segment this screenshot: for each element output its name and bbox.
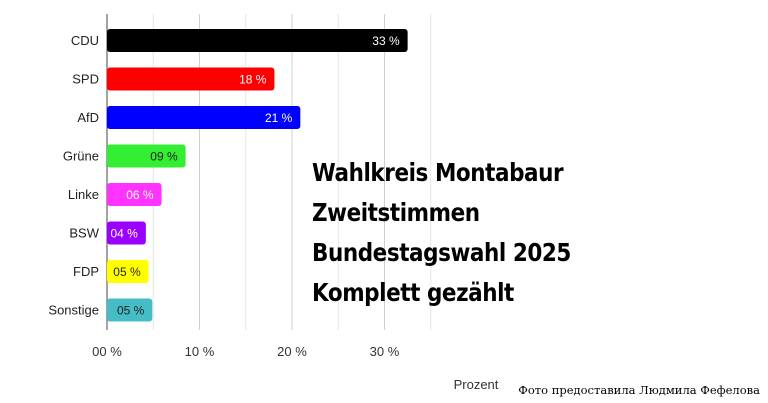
category-label: SPD: [72, 72, 99, 87]
overlay-line-2: Zweitstimmen: [312, 198, 480, 227]
x-tick-label: 10 %: [185, 344, 215, 359]
x-tick-label: 00 %: [92, 344, 122, 359]
data-label: 05 %: [113, 265, 141, 279]
category-label: Linke: [68, 187, 99, 202]
x-axis-title: Prozent: [454, 377, 499, 392]
bar-grüne: [107, 144, 186, 168]
category-label: CDU: [71, 33, 99, 48]
category-label: Grüne: [63, 149, 99, 164]
photo-credit: Фото предоставила Людмила Фефелова: [518, 383, 760, 397]
overlay-caption: Wahlkreis Montabaur Zweitstimmen Bundest…: [312, 153, 571, 313]
data-label: 04 %: [110, 227, 138, 241]
bar-linke: [107, 183, 162, 206]
bar-sonstige: [107, 298, 153, 322]
category-label: AfD: [77, 110, 99, 125]
x-tick-label: 30 %: [370, 344, 400, 359]
bar-cdu: [107, 29, 408, 52]
overlay-line-4: Komplett gezählt: [312, 278, 514, 307]
data-label: 18 %: [239, 73, 267, 87]
bar-afd: [107, 106, 301, 129]
category-label: BSW: [69, 226, 99, 241]
overlay-line-1: Wahlkreis Montabaur: [312, 158, 564, 187]
data-label: 06 %: [126, 188, 154, 202]
bar-bsw: [107, 221, 146, 245]
overlay-line-3: Bundestagswahl 2025: [312, 238, 571, 267]
category-label: FDP: [73, 264, 99, 279]
data-label: 33 %: [372, 34, 400, 48]
bar-spd: [107, 67, 275, 91]
data-label: 21 %: [265, 111, 293, 125]
data-label: 09 %: [150, 150, 178, 164]
x-tick-label: 20 %: [277, 344, 307, 359]
category-label: Sonstige: [48, 303, 99, 318]
bar-fdp: [107, 260, 149, 283]
data-label: 05 %: [117, 304, 145, 318]
